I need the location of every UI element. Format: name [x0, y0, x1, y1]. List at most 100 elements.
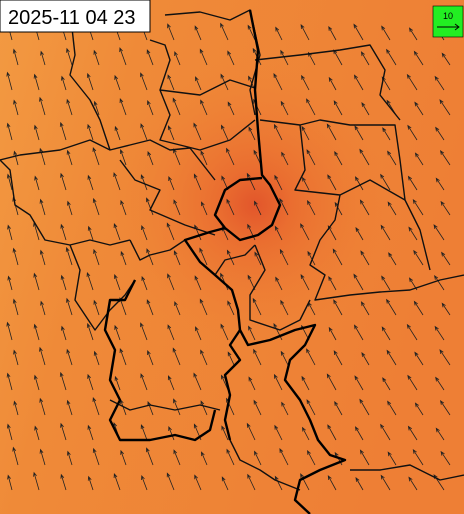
wind-arrow	[13, 349, 19, 366]
wind-arrow	[60, 422, 67, 441]
wind-arrow	[300, 274, 310, 291]
wind-arrow	[12, 446, 19, 466]
wind-arrow	[302, 426, 310, 441]
boundary	[0, 159, 131, 246]
wind-arrow	[300, 24, 310, 41]
wind-arrow	[412, 198, 424, 216]
wind-arrow	[113, 172, 121, 191]
wind-arrow	[66, 98, 73, 116]
wind-arrow	[246, 172, 256, 191]
wind-arrow	[67, 200, 73, 216]
wind-arrow	[168, 176, 175, 191]
boundary	[0, 139, 216, 181]
wind-arrow	[33, 471, 40, 491]
wind-arrow	[439, 99, 451, 116]
legend-box	[432, 5, 464, 38]
wind-arrow	[247, 223, 256, 241]
wind-arrow	[300, 473, 310, 491]
wind-arrow	[439, 400, 451, 416]
wind-arrow	[146, 447, 154, 466]
wind-arrow	[380, 173, 391, 191]
wind-arrow	[195, 76, 202, 91]
wind-arrow	[407, 175, 418, 191]
wind-arrow	[7, 275, 13, 291]
wind-arrow	[381, 25, 391, 41]
wind-arrow	[146, 49, 154, 66]
wind-arrow	[439, 349, 451, 366]
wind-arrow	[359, 148, 370, 166]
wind-arrow	[12, 247, 19, 266]
wind-arrow	[226, 147, 235, 166]
wind-arrow	[87, 373, 94, 391]
wind-arrow	[172, 347, 181, 366]
wind-arrow	[279, 448, 289, 466]
wind-arrow	[6, 173, 13, 191]
wind-arrow	[193, 372, 202, 391]
wind-arrow	[246, 422, 256, 441]
wind-arrow	[247, 473, 256, 491]
wind-arrow	[302, 176, 310, 191]
wind-arrow	[382, 127, 391, 141]
wind-arrow	[380, 224, 391, 241]
wind-arrow	[140, 123, 148, 141]
wind-arrow	[300, 223, 310, 241]
wind-arrow	[359, 199, 370, 216]
boundary	[259, 119, 431, 271]
wind-arrow	[227, 351, 235, 366]
wind-arrow	[273, 72, 283, 91]
wind-arrow	[140, 72, 148, 91]
wind-arrow	[273, 373, 283, 391]
wind-arrow	[92, 396, 100, 416]
boundary	[159, 89, 256, 151]
wind-arrow	[301, 125, 310, 141]
wind-arrow	[280, 299, 289, 316]
wind-arrow	[66, 399, 73, 416]
wind-arrow	[39, 397, 46, 416]
wind-arrow	[227, 50, 235, 66]
wind-arrow	[333, 100, 343, 116]
wind-arrow	[93, 248, 100, 266]
wind-arrow	[199, 247, 208, 266]
wind-arrow	[120, 199, 127, 216]
wind-arrow	[60, 172, 67, 191]
wind-arrow	[87, 225, 94, 241]
wind-arrow	[61, 325, 67, 341]
wind-arrow	[253, 399, 262, 416]
wind-arrow	[273, 123, 283, 141]
wind-arrow	[146, 248, 154, 266]
wind-arrow	[201, 201, 208, 216]
wind-arrow	[327, 174, 337, 191]
wind-arrow	[413, 300, 424, 316]
wind-arrow	[414, 152, 424, 166]
wind-arrow	[140, 424, 148, 441]
wind-arrow	[87, 424, 94, 441]
wind-arrow	[413, 249, 424, 266]
wind-arrow	[200, 99, 208, 116]
wind-arrow	[227, 300, 235, 316]
wind-arrow	[40, 50, 46, 66]
wind-arrow	[166, 472, 175, 491]
wind-arrow	[301, 74, 310, 91]
wind-arrow	[414, 351, 424, 366]
wind-arrow	[174, 301, 181, 316]
wind-arrow	[440, 200, 451, 216]
wind-arrow	[141, 225, 148, 241]
wind-arrow	[226, 448, 235, 466]
wind-arrow	[274, 225, 283, 241]
wind-arrow	[361, 352, 370, 366]
wind-arrow	[173, 199, 181, 216]
wind-arrow	[248, 376, 256, 391]
wind-arrow	[66, 297, 73, 316]
wind-arrow	[33, 374, 40, 391]
wind-arrow	[353, 23, 364, 41]
wind-arrow	[200, 400, 208, 416]
wind-arrow	[114, 74, 121, 91]
wind-arrow	[387, 201, 397, 216]
wind-arrow	[386, 298, 397, 316]
wind-arrow	[140, 322, 148, 341]
wind-arrow	[274, 424, 283, 441]
wind-arrow	[328, 76, 337, 91]
wind-arrow	[65, 246, 73, 266]
border-major	[213, 9, 282, 242]
wind-arrow	[146, 197, 154, 216]
